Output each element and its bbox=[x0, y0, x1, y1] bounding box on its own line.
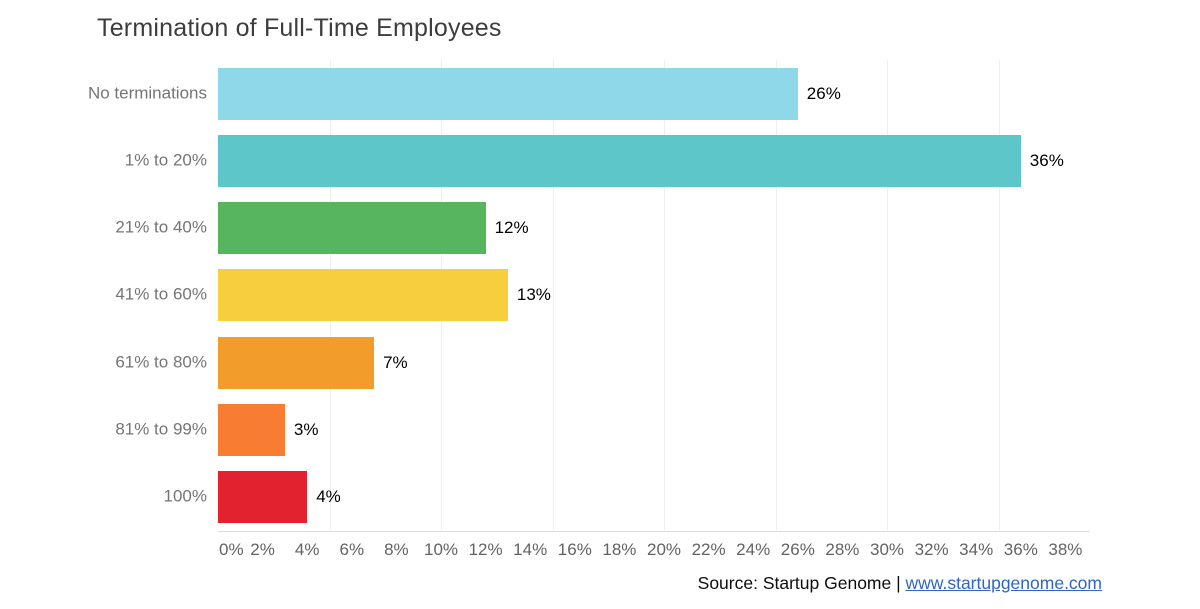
bar-row: 100% 4% bbox=[164, 464, 1090, 531]
gridline bbox=[664, 60, 665, 531]
category-label: 41% to 60% bbox=[115, 285, 207, 305]
x-tick-label: 36% bbox=[1003, 540, 1038, 559]
x-tick-label: 0% bbox=[219, 540, 244, 559]
gridline bbox=[998, 60, 1000, 531]
bar bbox=[218, 134, 1021, 187]
x-tick-label: 2% bbox=[250, 540, 275, 559]
x-tick-label: 14% bbox=[513, 540, 548, 559]
source-caption: Source: Startup Genome | www.startupgeno… bbox=[698, 573, 1102, 594]
value-label: 36% bbox=[1029, 150, 1064, 170]
x-tick-label: 8% bbox=[384, 540, 409, 559]
bar-row: 1% to 20% 36% bbox=[125, 127, 1090, 194]
bar bbox=[218, 471, 308, 524]
x-tick-label: 32% bbox=[914, 540, 949, 559]
x-tick-label: 38% bbox=[1048, 540, 1083, 559]
x-tick-label: 34% bbox=[959, 540, 994, 559]
x-tick-label: 10% bbox=[423, 540, 459, 559]
x-tick-label: 22% bbox=[691, 540, 726, 559]
value-label: 13% bbox=[516, 285, 551, 305]
category-label: 61% to 80% bbox=[115, 352, 207, 372]
value-label: 3% bbox=[293, 420, 319, 440]
source-link[interactable]: www.startupgenome.com bbox=[905, 573, 1102, 593]
bar-row: 81% to 99% 3% bbox=[115, 396, 1090, 463]
value-label: 7% bbox=[383, 352, 408, 372]
x-tick-label: 28% bbox=[825, 540, 860, 559]
bar bbox=[218, 67, 798, 120]
category-label: 21% to 40% bbox=[115, 217, 207, 237]
category-label: 81% to 99% bbox=[115, 419, 207, 439]
category-label: No terminations bbox=[87, 83, 207, 103]
bar-row: No terminations 26% bbox=[88, 60, 1090, 127]
gridline bbox=[775, 60, 777, 531]
x-tick-label: 16% bbox=[557, 540, 592, 559]
source-text: Source: Startup Genome | bbox=[697, 573, 906, 593]
x-tick-label: 24% bbox=[736, 540, 771, 559]
bar bbox=[218, 336, 375, 389]
gridline bbox=[887, 60, 888, 531]
x-tick-label: 18% bbox=[602, 540, 637, 559]
value-label: 26% bbox=[806, 83, 841, 103]
bar bbox=[218, 202, 486, 255]
bar-row: 41% to 60% 13% bbox=[115, 262, 1090, 329]
value-label: 4% bbox=[316, 487, 341, 507]
bar bbox=[218, 404, 285, 457]
bar-row: 61% to 80% 7% bbox=[115, 329, 1090, 396]
x-tick-label: 30% bbox=[869, 540, 905, 559]
gridline bbox=[552, 60, 554, 531]
x-tick-label: 20% bbox=[646, 540, 682, 559]
bar bbox=[218, 269, 508, 322]
bar-row: 21% to 40% 12% bbox=[115, 195, 1090, 262]
category-label: 100% bbox=[163, 486, 207, 506]
chart-title: Termination of Full-Time Employees bbox=[97, 14, 502, 42]
x-tick-label: 4% bbox=[294, 540, 320, 559]
x-tick-label: 12% bbox=[468, 540, 503, 559]
category-label: 1% to 20% bbox=[124, 150, 207, 170]
x-tick-label: 6% bbox=[339, 540, 365, 559]
x-tick-label: 26% bbox=[780, 540, 815, 559]
x-axis: 0% 2% 4% 6% 8% 10% 12% 14% 16% 18% 20% 22% 24% 26% 28%… bbox=[0, 540, 1200, 564]
value-label: 12% bbox=[494, 218, 529, 238]
bar-rows: No terminations 26% 1% to 20% 36% 21% to 40%… bbox=[88, 60, 1090, 531]
plot-area: No terminations 26% 1% to 20% 36% 21% to 40%… bbox=[88, 60, 1090, 532]
